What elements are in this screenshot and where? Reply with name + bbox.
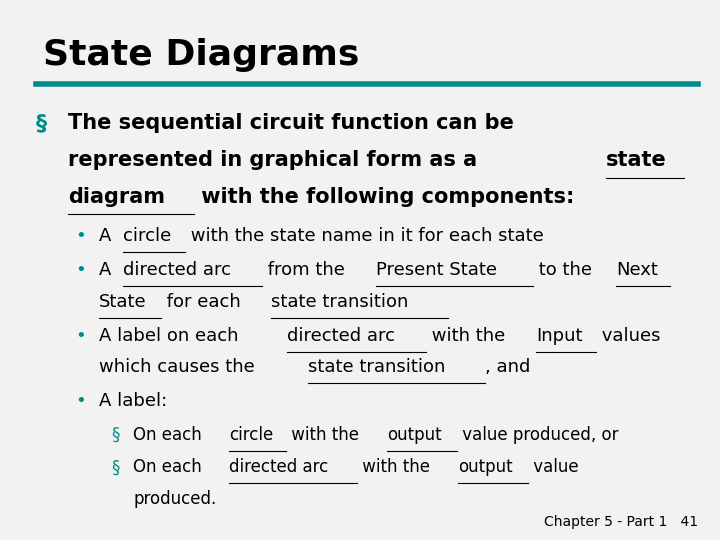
Text: §: § <box>112 426 120 444</box>
Text: with the following components:: with the following components: <box>194 187 574 207</box>
Text: with the: with the <box>286 426 364 444</box>
Text: values: values <box>596 327 660 345</box>
Text: State Diagrams: State Diagrams <box>43 38 359 72</box>
Text: •: • <box>76 261 86 279</box>
Text: represented in graphical form as a: represented in graphical form as a <box>68 150 485 170</box>
Text: •: • <box>76 392 86 410</box>
Text: A label:: A label: <box>99 392 168 410</box>
Text: circle: circle <box>122 227 171 245</box>
Text: directed arc: directed arc <box>287 327 395 345</box>
Text: §: § <box>36 113 47 133</box>
Text: state transition: state transition <box>271 293 408 310</box>
Text: On each: On each <box>133 426 207 444</box>
Text: , and: , and <box>485 358 531 376</box>
Text: to the: to the <box>533 261 598 279</box>
Text: Chapter 5 - Part 1   41: Chapter 5 - Part 1 41 <box>544 515 698 529</box>
Text: which causes the: which causes the <box>99 358 261 376</box>
Text: diagram: diagram <box>68 187 166 207</box>
Text: Input: Input <box>536 327 582 345</box>
Text: value: value <box>528 458 579 476</box>
Text: State: State <box>99 293 147 310</box>
Text: for each: for each <box>161 293 246 310</box>
Text: On each: On each <box>133 458 207 476</box>
Text: with the state name in it for each state: with the state name in it for each state <box>185 227 544 245</box>
Text: directed arc: directed arc <box>122 261 230 279</box>
Text: state transition: state transition <box>307 358 445 376</box>
Text: output: output <box>387 426 441 444</box>
Text: produced.: produced. <box>133 490 217 508</box>
Text: A: A <box>99 261 117 279</box>
Text: with the: with the <box>426 327 511 345</box>
Text: Present State: Present State <box>377 261 498 279</box>
Text: directed arc: directed arc <box>229 458 328 476</box>
Text: value produced, or: value produced, or <box>457 426 618 444</box>
Text: A: A <box>99 227 117 245</box>
Text: •: • <box>76 227 86 245</box>
Text: §: § <box>112 458 120 476</box>
Text: •: • <box>76 327 86 345</box>
Text: circle: circle <box>229 426 273 444</box>
Text: from the: from the <box>262 261 351 279</box>
Text: A label on each: A label on each <box>99 327 245 345</box>
Text: with the: with the <box>356 458 435 476</box>
Text: output: output <box>458 458 513 476</box>
Text: Next: Next <box>616 261 658 279</box>
Text: state: state <box>606 150 667 170</box>
Text: The sequential circuit function can be: The sequential circuit function can be <box>68 113 514 133</box>
